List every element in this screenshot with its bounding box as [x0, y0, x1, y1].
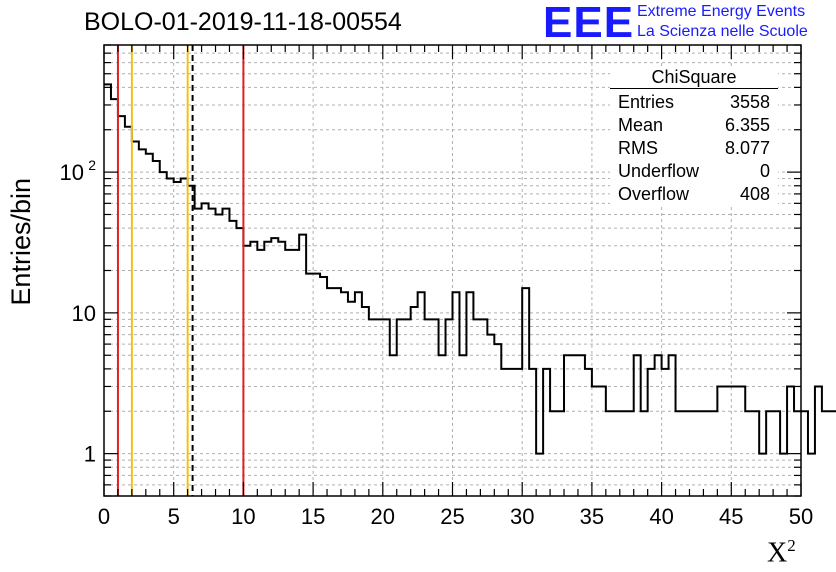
- x-tick-label: 40: [649, 504, 673, 529]
- stats-title: ChiSquare: [610, 66, 778, 89]
- x-tick-label: 15: [301, 504, 325, 529]
- eee-logo: EEE: [543, 0, 635, 47]
- stats-row-mean: Mean 6.355: [610, 114, 778, 137]
- x-tick-label: 25: [440, 504, 464, 529]
- x-axis-label-superscript: 2: [787, 536, 796, 555]
- y-tick-label-exponent: 2: [88, 157, 96, 173]
- x-tick-label: 10: [231, 504, 255, 529]
- y-tick-label: 10: [60, 160, 84, 185]
- stats-label: Overflow: [618, 184, 690, 204]
- stats-value: 8.077: [724, 138, 770, 158]
- stats-label: Entries: [618, 92, 675, 112]
- stats-row-underflow: Underflow 0: [610, 160, 778, 183]
- stats-row-overflow: Overflow 408: [610, 183, 778, 206]
- x-tick-label: 45: [719, 504, 743, 529]
- stats-value: 0: [759, 161, 770, 181]
- stats-label: Mean: [618, 115, 664, 135]
- x-tick-label: 35: [580, 504, 604, 529]
- stats-row-entries: Entries 3558: [610, 91, 778, 114]
- logo-line-1: Extreme Energy Events: [637, 3, 806, 20]
- y-tick-label: 10: [72, 301, 96, 326]
- x-tick-label: 5: [168, 504, 180, 529]
- x-axis-label: X2: [767, 536, 796, 569]
- plot-title: BOLO-01-2019-11-18-00554: [84, 8, 402, 36]
- x-tick-label: 50: [789, 504, 813, 529]
- x-tick-label: 30: [510, 504, 534, 529]
- stats-box: ChiSquare Entries 3558 Mean 6.355 RMS 8.077…: [610, 66, 778, 206]
- x-tick-label: 20: [371, 504, 395, 529]
- stats-value: 6.355: [724, 115, 770, 135]
- stats-value: 408: [739, 184, 770, 204]
- y-tick-label: 1: [84, 442, 96, 467]
- x-tick-label: 0: [98, 504, 110, 529]
- stats-row-rms: RMS 8.077: [610, 137, 778, 160]
- histogram-step-line: [104, 83, 836, 455]
- stats-label: Underflow: [618, 161, 700, 181]
- stats-value: 3558: [729, 92, 770, 112]
- y-axis-label: Entries/bin: [6, 178, 36, 306]
- logo-line-2: La Scienza nelle Scuole: [637, 23, 808, 40]
- x-axis-label-symbol: X: [767, 537, 788, 569]
- stats-label: RMS: [618, 138, 658, 158]
